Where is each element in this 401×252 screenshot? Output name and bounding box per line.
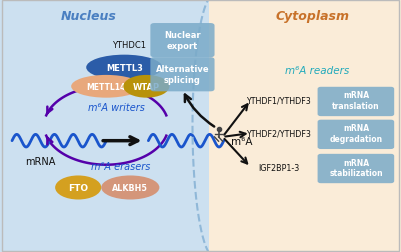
Text: Nuclear
export: Nuclear export <box>164 31 201 50</box>
Text: mRNA
stabilization: mRNA stabilization <box>329 158 383 177</box>
Text: FTO: FTO <box>68 183 88 192</box>
FancyBboxPatch shape <box>150 24 215 58</box>
Ellipse shape <box>101 176 160 200</box>
Text: YTHDC1: YTHDC1 <box>112 41 146 50</box>
Text: mRNA: mRNA <box>25 156 55 166</box>
FancyBboxPatch shape <box>318 87 394 117</box>
Text: ALKBH5: ALKBH5 <box>112 183 148 192</box>
Ellipse shape <box>71 76 141 98</box>
Text: WTAP: WTAP <box>133 82 160 91</box>
Ellipse shape <box>55 176 101 200</box>
FancyBboxPatch shape <box>150 58 215 92</box>
Text: YTHDF1/YTHDF3: YTHDF1/YTHDF3 <box>246 96 311 105</box>
Text: m⁶A writers: m⁶A writers <box>88 102 145 112</box>
Polygon shape <box>209 0 401 252</box>
Ellipse shape <box>86 55 162 81</box>
Text: mRNA
degradation: mRNA degradation <box>330 124 383 143</box>
Text: m⁶A: m⁶A <box>231 136 252 146</box>
Text: m⁶A erasers: m⁶A erasers <box>91 161 150 171</box>
FancyBboxPatch shape <box>318 154 394 183</box>
Text: METTL14: METTL14 <box>87 82 126 91</box>
Text: Alternative
splicing: Alternative splicing <box>156 65 209 84</box>
Text: m⁶A readers: m⁶A readers <box>285 66 349 76</box>
Text: YTHDF2/YTHDF3: YTHDF2/YTHDF3 <box>246 129 311 138</box>
Text: Nucleus: Nucleus <box>60 10 116 23</box>
Ellipse shape <box>124 76 170 98</box>
Text: IGF2BP1-3: IGF2BP1-3 <box>258 163 299 172</box>
Text: Cytoplasm: Cytoplasm <box>276 10 350 23</box>
Text: mRNA
translation: mRNA translation <box>332 91 380 110</box>
Text: METTL3: METTL3 <box>106 64 143 73</box>
FancyBboxPatch shape <box>318 120 394 149</box>
